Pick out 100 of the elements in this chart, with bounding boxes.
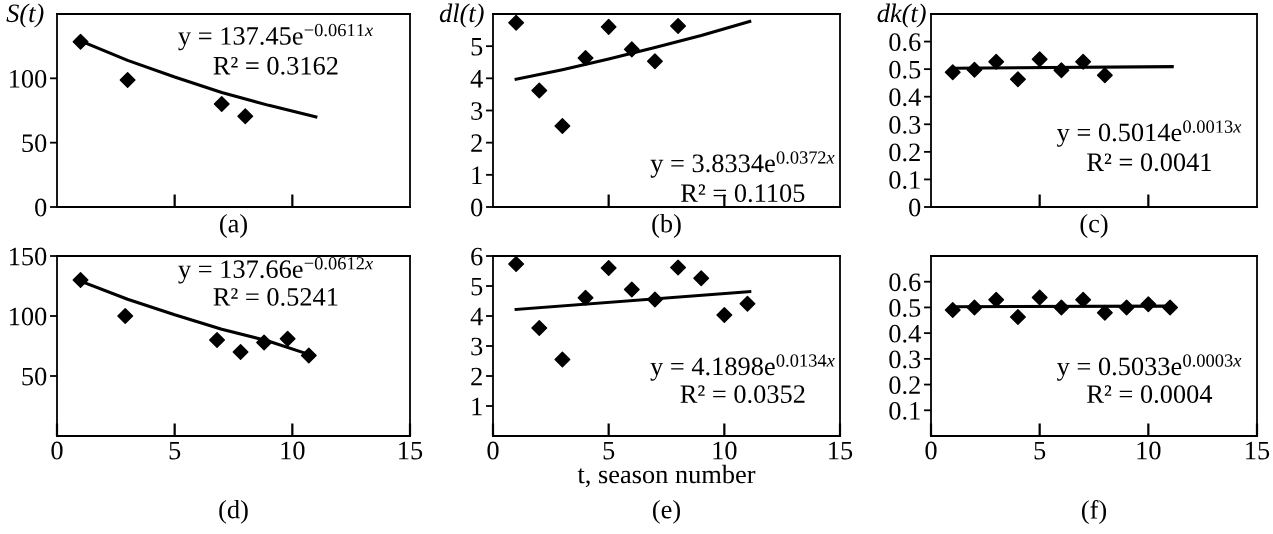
- y-tick-label: 5: [471, 277, 483, 296]
- point: [1162, 299, 1179, 316]
- point: [739, 295, 756, 312]
- point: [600, 260, 617, 276]
- point: [1031, 51, 1048, 68]
- annotation: R² = 0.0352: [680, 385, 805, 404]
- point: [554, 351, 571, 368]
- point: [1118, 299, 1135, 316]
- text: (f): [1081, 499, 1107, 525]
- annotation: R² = 0.0041: [1087, 153, 1211, 172]
- point: [1009, 71, 1026, 88]
- point: [1096, 67, 1113, 84]
- y-tick-label: 4: [470, 307, 483, 326]
- point: [670, 259, 687, 276]
- point: [279, 330, 296, 347]
- point: [577, 289, 594, 306]
- point: [1075, 291, 1092, 308]
- annotation: y = 137.45e$^{−0.0611x}$: [178, 23, 373, 51]
- x-tick-label: 5: [1034, 441, 1046, 460]
- point: [1031, 289, 1048, 306]
- point: [72, 33, 89, 50]
- y-tick-label: 5: [471, 38, 483, 56]
- x-tick-label: 15: [829, 441, 853, 460]
- point: [117, 308, 134, 324]
- text: (d): [219, 499, 248, 524]
- x-tick-label: 0: [925, 441, 937, 460]
- point: [72, 272, 89, 288]
- annotation: y = 4.1898e$^{0.0134x}$: [650, 354, 835, 381]
- y-tick-label: 100: [10, 69, 47, 88]
- y-tick-label: 0.3: [889, 115, 921, 134]
- point: [1096, 304, 1113, 321]
- annotation: y = 0.5014e$^{0.0013x}$: [1056, 120, 1242, 147]
- x-tick-label: 10: [713, 441, 737, 460]
- y-tick-label: 0.1: [889, 171, 920, 189]
- point: [554, 117, 571, 134]
- y-tick-label: 4: [470, 70, 483, 88]
- y-tick-label: 0.2: [889, 143, 920, 162]
- y-tick-label: 0.3: [889, 350, 921, 369]
- point: [1053, 62, 1070, 79]
- y-axis-title: dl(t): [439, 3, 484, 28]
- annotation: R² = 0.5241: [213, 288, 338, 306]
- x-axis-title: t, season number: [577, 464, 756, 488]
- y-tick-label: 2: [471, 367, 482, 386]
- point: [670, 17, 687, 34]
- point: [531, 82, 548, 99]
- x-tick-label: 5: [169, 441, 181, 460]
- y-tick-label: 2: [471, 134, 482, 152]
- x-tick-label: 5: [603, 441, 615, 460]
- point: [232, 344, 249, 360]
- y-tick-label: 0.2: [889, 376, 920, 395]
- point: [623, 41, 640, 58]
- y-tick-label: 0.6: [889, 273, 921, 292]
- point: [716, 307, 733, 324]
- y-tick-label: 3: [471, 102, 483, 120]
- x-tick-label: 0: [51, 441, 63, 460]
- y-tick-label: 6: [471, 247, 483, 266]
- y-tick-label: 0: [909, 198, 921, 217]
- point: [623, 281, 640, 298]
- point: [300, 347, 317, 364]
- point: [213, 96, 230, 113]
- point: [209, 332, 226, 348]
- y-tick-label: 150: [10, 247, 47, 266]
- x-tick-label: 10: [281, 441, 305, 460]
- y-tick-label: 100: [10, 307, 47, 326]
- y-tick-label: 50: [22, 367, 47, 386]
- x-tick-label: 0: [487, 441, 499, 460]
- annotation: y = 0.5033e$^{0.0003x}$: [1056, 354, 1242, 381]
- annotation: y = 137.66e$^{−0.0612x}$: [178, 257, 373, 284]
- point: [944, 302, 961, 318]
- y-tick-label: 0.4: [889, 88, 921, 107]
- point: [1140, 296, 1157, 313]
- point: [237, 108, 254, 125]
- text: (a): [220, 213, 247, 238]
- point: [988, 291, 1005, 308]
- point: [119, 72, 136, 88]
- point: [1075, 53, 1092, 70]
- y-tick-label: 3: [471, 337, 483, 356]
- annotation: R² = 0.3162: [213, 56, 338, 75]
- point: [600, 18, 617, 35]
- annotation: R² = 0.1105: [681, 184, 805, 203]
- annotation: R² = 0.0004: [1087, 385, 1213, 404]
- y-tick-label: 0.5: [889, 60, 921, 79]
- y-tick-label: 0.6: [889, 33, 921, 52]
- line-series: [514, 19, 752, 81]
- point: [693, 270, 710, 287]
- y-axis-title: S(t): [6, 3, 44, 28]
- text: (b): [652, 213, 681, 238]
- text: (c): [1080, 213, 1108, 238]
- point: [577, 50, 594, 67]
- point: [1053, 299, 1070, 316]
- annotation: y = 3.8334e$^{0.0372x}$: [650, 151, 835, 178]
- point: [531, 320, 548, 336]
- y-tick-label: 0.1: [889, 401, 920, 420]
- y-tick-label: 50: [22, 134, 47, 153]
- y-tick-label: 0.4: [889, 324, 921, 343]
- y-tick-label: 0.5: [889, 299, 921, 317]
- point: [508, 14, 525, 31]
- point: [508, 256, 525, 273]
- x-tick-label: 15: [399, 441, 423, 460]
- point: [988, 53, 1005, 70]
